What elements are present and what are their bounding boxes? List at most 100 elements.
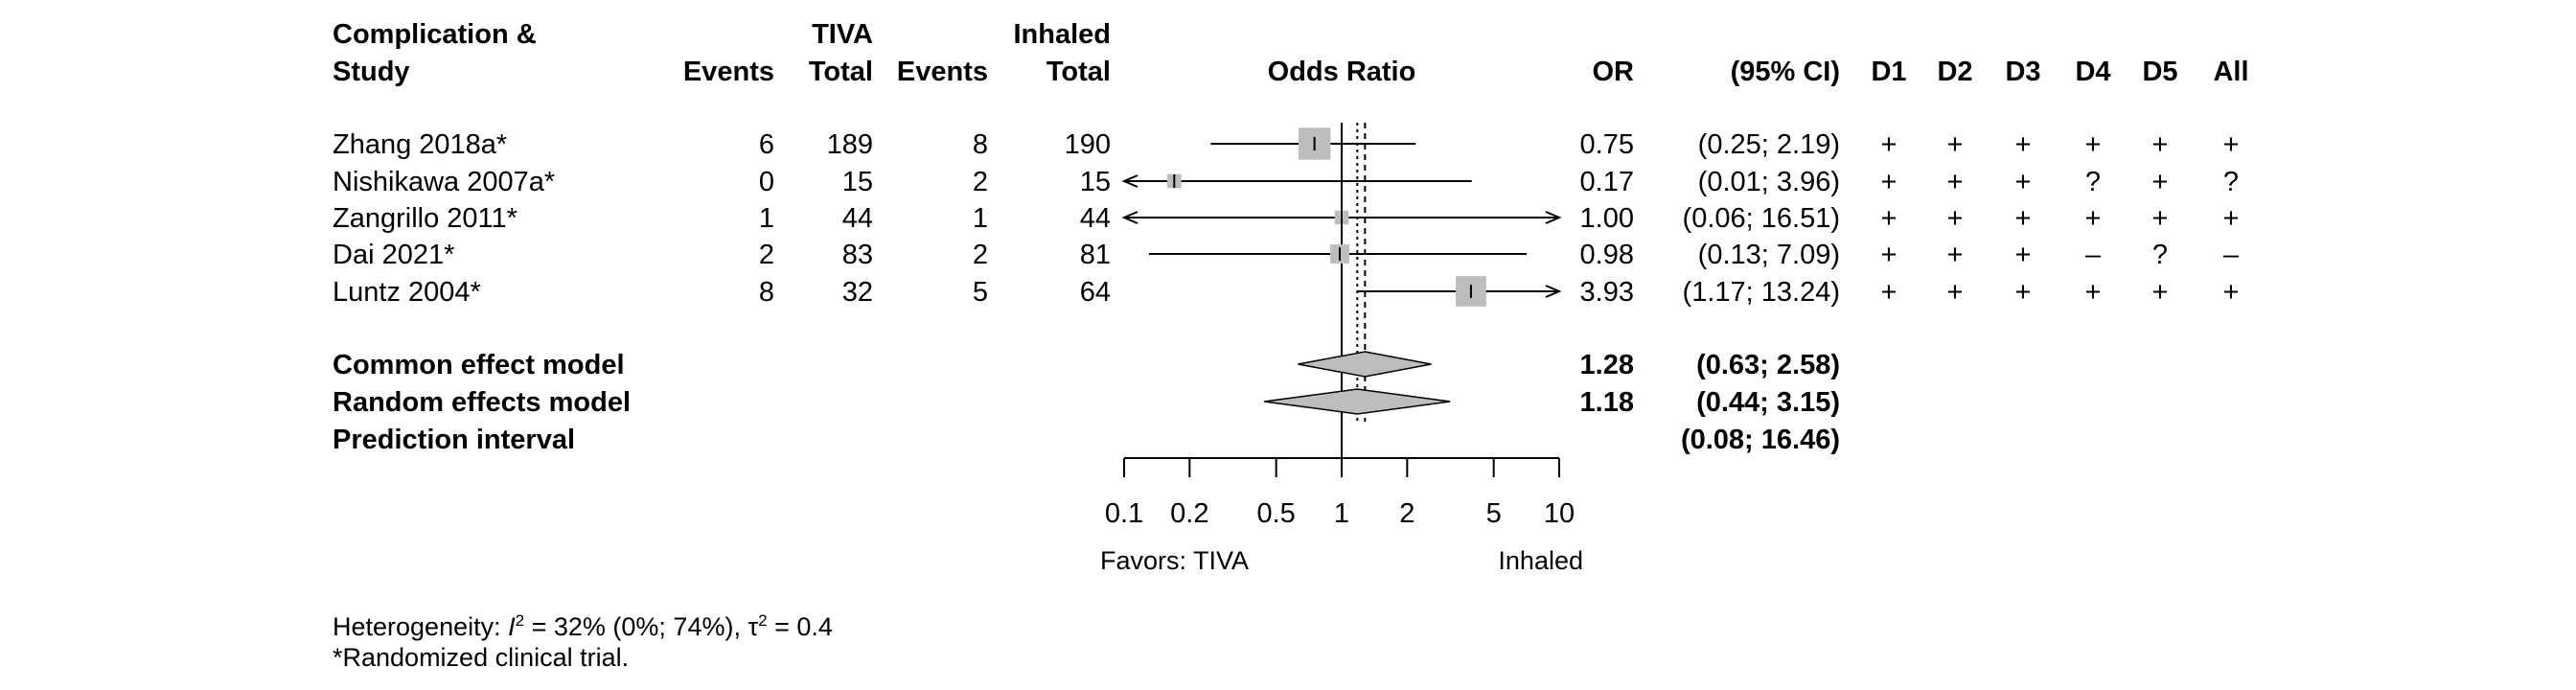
inhaled-total-luntz-2004: 64 bbox=[1080, 277, 1111, 308]
tau-value: = 0.4 bbox=[767, 612, 833, 641]
i2-value: = 32% (0%; 74%), bbox=[524, 612, 748, 641]
risk-d1-luntz-2004: + bbox=[1881, 277, 1898, 308]
header-tiva-total: Total bbox=[809, 57, 873, 87]
study-name-luntz-2004: Luntz 2004* bbox=[333, 277, 481, 308]
tiva-total-zhang-2018a: 189 bbox=[827, 129, 873, 160]
x-tick-label-0.5: 0.5 bbox=[1257, 498, 1296, 529]
tiva-events-dai-2021: 2 bbox=[759, 240, 774, 270]
risk-all-zhang-2018a: + bbox=[2223, 129, 2240, 160]
ci-value-dai-2021: (0.13; 7.09) bbox=[1698, 240, 1840, 270]
summary-diamond-random-effects-model bbox=[1263, 388, 1451, 415]
or-value-luntz-2004: 3.93 bbox=[1580, 277, 1634, 308]
header-inhaled-events: Events bbox=[897, 57, 988, 87]
risk-d5-zangrillo-2011: + bbox=[2152, 203, 2169, 234]
header-or: OR bbox=[1593, 57, 1635, 87]
i2-superscript: 2 bbox=[515, 611, 525, 630]
or-value-dai-2021: 0.98 bbox=[1580, 240, 1634, 270]
inhaled-total-zangrillo-2011: 44 bbox=[1080, 203, 1111, 234]
ci-arrow-right-luntz-2004 bbox=[1545, 285, 1562, 298]
ci-value-zangrillo-2011: (0.06; 16.51) bbox=[1683, 203, 1840, 234]
risk-d5-dai-2021: ? bbox=[2152, 240, 2168, 270]
header-d1: D1 bbox=[1871, 57, 1906, 87]
risk-d2-zhang-2018a: + bbox=[1947, 129, 1964, 160]
ci-value-luntz-2004: (1.17; 13.24) bbox=[1683, 277, 1840, 308]
summary-or-random-effects-model: 1.18 bbox=[1580, 387, 1634, 418]
tiva-events-zangrillo-2011: 1 bbox=[759, 203, 774, 234]
tau-superscript: 2 bbox=[758, 611, 768, 630]
risk-all-zangrillo-2011: + bbox=[2223, 203, 2240, 234]
risk-d3-nishikawa-2007a: + bbox=[2015, 167, 2032, 197]
tiva-events-zhang-2018a: 6 bbox=[759, 129, 774, 160]
tiva-events-nishikawa-2007a: 0 bbox=[759, 167, 774, 197]
ci-arrow-left-nishikawa-2007a bbox=[1121, 174, 1138, 188]
x-tick-label-1: 1 bbox=[1334, 498, 1349, 529]
header-ci: (95% CI) bbox=[1731, 57, 1840, 87]
header-study-line1: Complication & bbox=[333, 19, 537, 50]
risk-d3-zhang-2018a: + bbox=[2015, 129, 2032, 160]
risk-all-dai-2021: – bbox=[2223, 240, 2240, 270]
risk-all-nishikawa-2007a: ? bbox=[2223, 167, 2239, 197]
risk-d3-luntz-2004: + bbox=[2015, 277, 2032, 308]
summary-ci-random-effects-model: (0.44; 3.15) bbox=[1696, 387, 1840, 418]
study-name-dai-2021: Dai 2021* bbox=[333, 240, 454, 270]
risk-d2-nishikawa-2007a: + bbox=[1947, 167, 1964, 197]
risk-d1-zangrillo-2011: + bbox=[1881, 203, 1898, 234]
i2-symbol: I bbox=[508, 612, 516, 641]
inhaled-total-zhang-2018a: 190 bbox=[1065, 129, 1111, 160]
tiva-total-dai-2021: 83 bbox=[842, 240, 873, 270]
heterogeneity-note: Heterogeneity: I2 = 32% (0%; 74%), τ2 = … bbox=[333, 606, 833, 642]
header-inhaled: Inhaled bbox=[1013, 19, 1111, 50]
header-d2: D2 bbox=[1937, 57, 1972, 87]
prediction-interval-label: Prediction interval bbox=[333, 425, 575, 455]
inhaled-events-luntz-2004: 5 bbox=[973, 277, 988, 308]
risk-d2-zangrillo-2011: + bbox=[1947, 203, 1964, 234]
risk-d2-dai-2021: + bbox=[1947, 240, 1964, 270]
inhaled-events-nishikawa-2007a: 2 bbox=[973, 167, 988, 197]
header-d3: D3 bbox=[2005, 57, 2040, 87]
risk-d1-dai-2021: + bbox=[1881, 240, 1898, 270]
summary-or-common-effect-model: 1.28 bbox=[1580, 350, 1634, 380]
study-name-zangrillo-2011: Zangrillo 2011* bbox=[333, 203, 518, 234]
summary-name-common-effect-model: Common effect model bbox=[333, 350, 625, 380]
summary-diamond-common-effect-model bbox=[1298, 351, 1432, 378]
study-name-nishikawa-2007a: Nishikawa 2007a* bbox=[333, 167, 555, 197]
ci-arrow-left-zangrillo-2011 bbox=[1121, 211, 1138, 224]
x-tick-label-2: 2 bbox=[1399, 498, 1414, 529]
or-value-zhang-2018a: 0.75 bbox=[1580, 129, 1634, 160]
or-value-nishikawa-2007a: 0.17 bbox=[1580, 167, 1634, 197]
ci-arrow-right-zangrillo-2011 bbox=[1545, 211, 1562, 224]
risk-d4-zhang-2018a: + bbox=[2085, 129, 2102, 160]
x-label-favors-tiva: Favors: TIVA bbox=[1100, 546, 1249, 575]
header-d5: D5 bbox=[2142, 57, 2177, 87]
tau-symbol: τ bbox=[748, 612, 759, 641]
header-all: All bbox=[2213, 57, 2248, 87]
header-tiva-events: Events bbox=[683, 57, 774, 87]
risk-d2-luntz-2004: + bbox=[1947, 277, 1964, 308]
header-inhaled-total: Total bbox=[1046, 57, 1111, 87]
header-d4: D4 bbox=[2075, 57, 2110, 87]
tiva-total-nishikawa-2007a: 15 bbox=[842, 167, 873, 197]
risk-d4-dai-2021: – bbox=[2085, 240, 2102, 270]
tiva-total-luntz-2004: 32 bbox=[842, 277, 873, 308]
risk-d3-dai-2021: + bbox=[2015, 240, 2032, 270]
inhaled-events-dai-2021: 2 bbox=[973, 240, 988, 270]
summary-name-random-effects-model: Random effects model bbox=[333, 387, 631, 418]
tiva-events-luntz-2004: 8 bbox=[759, 277, 774, 308]
inhaled-events-zhang-2018a: 8 bbox=[973, 129, 988, 160]
summary-ci-common-effect-model: (0.63; 2.58) bbox=[1696, 350, 1840, 380]
risk-d3-zangrillo-2011: + bbox=[2015, 203, 2032, 234]
header-odds-ratio: Odds Ratio bbox=[1268, 57, 1416, 87]
inhaled-events-zangrillo-2011: 1 bbox=[973, 203, 988, 234]
header-study-line2: Study bbox=[333, 57, 410, 87]
x-tick-label-0.1: 0.1 bbox=[1105, 498, 1143, 529]
risk-d5-luntz-2004: + bbox=[2152, 277, 2169, 308]
ci-value-zhang-2018a: (0.25; 2.19) bbox=[1698, 129, 1840, 160]
inhaled-total-nishikawa-2007a: 15 bbox=[1080, 167, 1111, 197]
risk-d5-nishikawa-2007a: + bbox=[2152, 167, 2169, 197]
risk-all-luntz-2004: + bbox=[2223, 277, 2240, 308]
inhaled-total-dai-2021: 81 bbox=[1080, 240, 1111, 270]
or-value-zangrillo-2011: 1.00 bbox=[1580, 203, 1634, 234]
study-name-zhang-2018a: Zhang 2018a* bbox=[333, 129, 507, 160]
risk-d5-zhang-2018a: + bbox=[2152, 129, 2169, 160]
